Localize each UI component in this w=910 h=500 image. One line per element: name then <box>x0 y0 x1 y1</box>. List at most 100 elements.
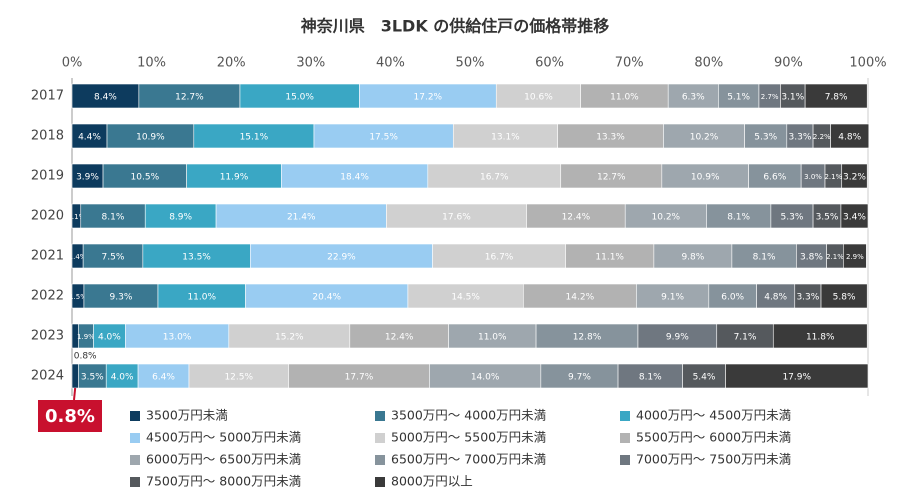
value-label: 5.3% <box>781 213 804 223</box>
value-label: 4.0% <box>111 373 134 383</box>
legend-swatch <box>375 477 385 487</box>
legend-swatch <box>375 455 385 465</box>
legend-label: 4500万円～ 5000万円未満 <box>146 430 301 445</box>
value-label: 15.1% <box>240 133 269 143</box>
bar-segment <box>429 363 542 389</box>
value-label: 17.2% <box>414 93 443 103</box>
value-label: 16.7% <box>480 173 509 183</box>
callout-pointer <box>73 387 77 401</box>
value-label: 7.1% <box>734 333 757 343</box>
y-tick-label: 2024 <box>31 369 64 384</box>
bar-segment <box>744 123 788 149</box>
bar-segment <box>840 203 869 229</box>
value-label: 14.2% <box>566 293 595 303</box>
legend-swatch <box>130 433 140 443</box>
bar-segment <box>731 243 797 269</box>
value-label: 1.9% <box>77 333 95 341</box>
bar-segment <box>718 83 760 109</box>
value-label: 4.0% <box>98 333 121 343</box>
value-label: 17.6% <box>442 213 471 223</box>
value-label: 5.8% <box>833 293 856 303</box>
x-tick-label: 10% <box>137 56 166 71</box>
value-label: 3.4% <box>843 213 866 223</box>
bar-segment <box>804 83 868 109</box>
bar-segment <box>125 323 230 349</box>
value-label: 16.7% <box>485 253 514 263</box>
bar-segment <box>386 203 527 229</box>
bar-segment <box>540 363 619 389</box>
bar-segment <box>756 283 796 309</box>
value-label: 1.1% <box>67 213 85 221</box>
x-tick-label: 40% <box>376 56 405 71</box>
y-tick-label: 2019 <box>31 169 64 184</box>
value-label: 8.1% <box>639 373 662 383</box>
bar-segment <box>523 283 637 309</box>
value-label: 17.9% <box>782 373 811 383</box>
bar-segment <box>794 283 822 309</box>
value-label: 3.3% <box>789 133 812 143</box>
bar-segment <box>186 163 282 189</box>
value-label: 3.3% <box>796 293 819 303</box>
value-label: 4.8% <box>764 293 787 303</box>
value-label: 10.9% <box>691 173 720 183</box>
bar-segment <box>250 243 433 269</box>
bar-segment <box>560 163 663 189</box>
bar-segment <box>215 203 387 229</box>
value-label: 13.0% <box>163 333 192 343</box>
bar-segment <box>71 363 79 389</box>
bar-segment <box>448 323 537 349</box>
bar-segment <box>526 203 626 229</box>
y-tick-label: 2022 <box>31 289 64 304</box>
bar-segment <box>706 203 772 229</box>
value-label: 5.3% <box>754 133 777 143</box>
bar-segment <box>843 243 867 269</box>
bar-segment <box>661 163 749 189</box>
bar-segment <box>557 123 664 149</box>
value-label: 3.9% <box>76 173 99 183</box>
bar-segment <box>667 83 719 109</box>
bar-segment <box>748 163 802 189</box>
legend-swatch <box>130 477 140 487</box>
value-label: 11.0% <box>610 93 639 103</box>
legend-swatch <box>620 411 630 421</box>
value-label: 9.8% <box>681 253 704 263</box>
value-label: 13.1% <box>491 133 520 143</box>
value-label: 12.7% <box>175 93 204 103</box>
value-label: 12.4% <box>385 333 414 343</box>
bar-segment <box>427 163 562 189</box>
bar-segment <box>636 283 710 309</box>
legend-label: 7000万円～ 7500万円未満 <box>636 452 791 467</box>
x-tick-label: 100% <box>849 56 886 71</box>
x-tick-label: 20% <box>217 56 246 71</box>
bar-segment <box>193 123 315 149</box>
value-label: 6.4% <box>152 373 175 383</box>
bar-segment <box>663 123 745 149</box>
value-label: 18.4% <box>340 173 369 183</box>
value-label: 9.3% <box>110 293 133 303</box>
value-label: 10.9% <box>136 133 165 143</box>
value-label: 2.7% <box>761 93 779 101</box>
value-label: 3.1% <box>781 93 804 103</box>
legend-label: 8000万円以上 <box>391 474 473 489</box>
value-label: 14.0% <box>471 373 500 383</box>
bar-segment <box>841 163 868 189</box>
legend-label: 6500万円～ 7000万円未満 <box>391 452 546 467</box>
value-label: 10.6% <box>524 93 553 103</box>
value-label: 0.8% <box>74 352 97 362</box>
bar-segment <box>78 363 107 389</box>
bar-segment <box>349 323 449 349</box>
value-label: 17.7% <box>345 373 374 383</box>
x-tick-label: 90% <box>774 56 803 71</box>
value-label: 9.7% <box>568 373 591 383</box>
value-label: 4.8% <box>838 133 861 143</box>
value-label: 6.6% <box>763 173 786 183</box>
bar-segment <box>157 283 246 309</box>
x-tick-label: 60% <box>535 56 564 71</box>
value-label: 3.5% <box>816 213 839 223</box>
bar-segment <box>653 243 733 269</box>
legend-label: 3500万円未満 <box>146 408 228 423</box>
bar-segment <box>138 83 241 109</box>
value-label: 11.0% <box>478 333 507 343</box>
bar-segment <box>359 83 497 109</box>
value-label: 14.5% <box>451 293 480 303</box>
